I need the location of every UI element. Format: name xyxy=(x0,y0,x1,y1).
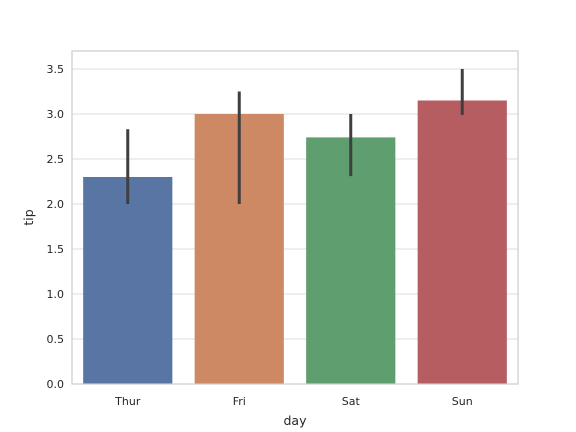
y-tick-label: 0.0 xyxy=(47,378,65,391)
y-tick-label: 1.5 xyxy=(47,243,65,256)
bar-sat xyxy=(306,137,396,384)
y-tick-labels: 0.0 0.5 1.0 1.5 2.0 2.5 3.0 3.5 xyxy=(47,63,65,391)
y-tick-label: 2.5 xyxy=(47,153,65,166)
y-tick-label: 1.0 xyxy=(47,288,65,301)
y-tick-label: 2.0 xyxy=(47,198,65,211)
x-tick-labels: Thur Fri Sat Sun xyxy=(114,395,473,408)
x-tick-label: Thur xyxy=(114,395,141,408)
error-bars xyxy=(126,69,464,204)
y-axis-label: tip xyxy=(21,209,36,225)
bar-sun xyxy=(417,100,507,384)
x-tick-label: Sat xyxy=(342,395,361,408)
y-tick-label: 3.0 xyxy=(47,108,65,121)
x-axis-label: day xyxy=(284,413,308,428)
y-tick-label: 0.5 xyxy=(47,333,65,346)
bars xyxy=(83,100,507,384)
plot-frame xyxy=(71,50,519,385)
x-tick-label: Fri xyxy=(233,395,246,408)
y-tick-label: 3.5 xyxy=(47,63,65,76)
x-tick-label: Sun xyxy=(452,395,473,408)
bar-thur xyxy=(83,177,173,384)
